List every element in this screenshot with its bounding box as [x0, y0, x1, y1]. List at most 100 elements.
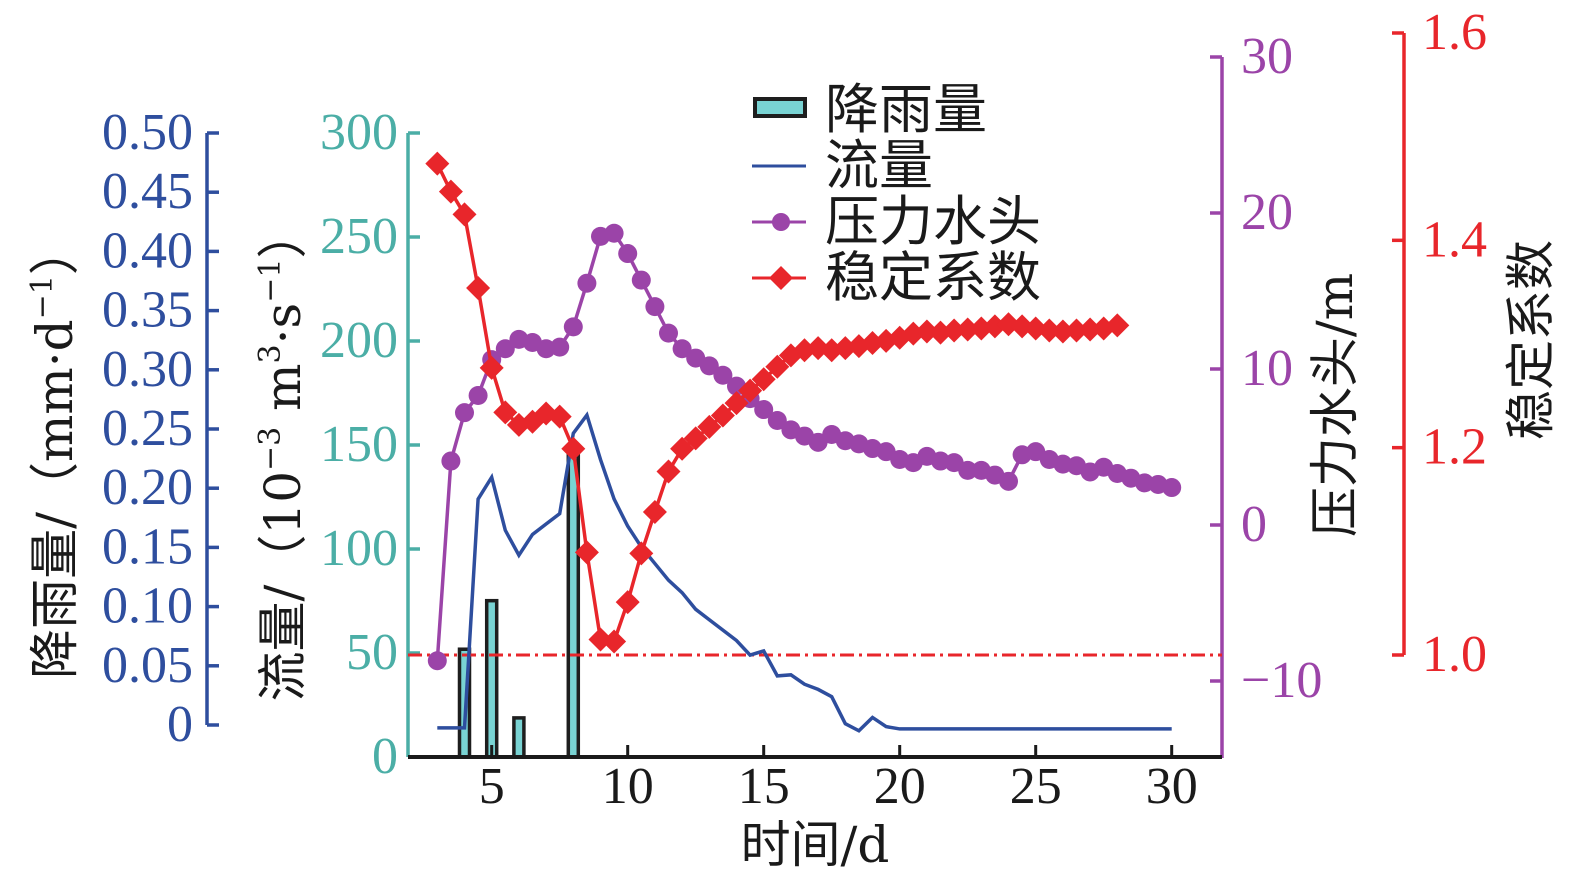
rainfall-tick-label: 0.25 — [102, 400, 193, 457]
stability-point — [683, 426, 708, 451]
head-tick-label: 30 — [1241, 28, 1293, 85]
head-point — [604, 223, 624, 243]
head-point — [754, 400, 774, 420]
stability-point — [751, 367, 776, 392]
head-point — [427, 651, 447, 671]
stability-point — [615, 590, 640, 615]
legend-label-flow: 流量 — [825, 134, 933, 197]
head-point — [672, 339, 692, 359]
head-point — [441, 451, 461, 471]
head-tick-label: −10 — [1241, 652, 1322, 709]
stability-point — [493, 400, 518, 425]
stability-point — [656, 459, 681, 484]
stability-point — [547, 404, 572, 429]
rainfall-tick-label: 0.10 — [102, 578, 193, 635]
head-point — [1162, 478, 1182, 498]
flow-axis-title-close: ） — [254, 209, 312, 259]
stability-point — [438, 179, 463, 204]
stability-point — [710, 403, 735, 428]
head-point — [631, 270, 651, 290]
x-tick-label: 5 — [479, 758, 505, 815]
x-axis — [408, 745, 1222, 759]
stability-point — [629, 541, 654, 566]
flow-tick-label: 300 — [320, 104, 398, 161]
legend-item-rainfall: 降雨量 — [753, 78, 987, 141]
flow-axis-title-text: 流量/（10 — [254, 471, 312, 701]
legend-item-head: 压力水头 — [752, 190, 1041, 253]
legend-label-head: 压力水头 — [825, 190, 1041, 253]
stability-point — [955, 317, 980, 342]
head-point — [495, 339, 515, 359]
stability-point — [479, 355, 504, 380]
head-tick-label: 0 — [1241, 496, 1267, 553]
x-axis-title: 时间/d — [741, 816, 890, 874]
flow-axis-title-unit-s: ·s — [254, 303, 312, 345]
rainfall-tick-label: 0.15 — [102, 518, 193, 575]
rainfall-axis-title-sup: −1 — [25, 275, 60, 319]
head-point — [767, 410, 787, 430]
flow-axis-title-unit-m: m — [254, 363, 312, 426]
rainfall-axis-title-close: ） — [26, 225, 84, 275]
stability-point — [765, 354, 790, 379]
stability-tick-label: 1.4 — [1422, 211, 1487, 268]
stability-point — [942, 318, 967, 343]
head-point — [713, 365, 733, 385]
flow-tick-label: 0 — [372, 728, 398, 785]
stability-point — [738, 378, 763, 403]
stability-point — [724, 391, 749, 416]
y-axes-layer — [205, 31, 1406, 759]
flow-tick-label: 150 — [320, 416, 398, 473]
stability-point — [452, 202, 477, 227]
head-point — [550, 337, 570, 357]
legend-diamond-marker-icon — [769, 266, 793, 290]
head-point — [618, 244, 638, 264]
rainfall-tick-label: 0.30 — [102, 341, 193, 398]
rainfall-axis-title: 降雨量/（mm·d−1） — [25, 225, 84, 679]
flow-tick-label: 100 — [320, 520, 398, 577]
x-tick-label: 30 — [1146, 758, 1198, 815]
stability-point — [602, 629, 627, 654]
flow-axis-title-sup: −3 — [253, 427, 288, 471]
stability-point — [1037, 318, 1062, 343]
stability-point — [914, 319, 939, 344]
x-tick-label: 15 — [738, 758, 790, 815]
rainfall-axis-title-text: 降雨量/（mm·d — [26, 319, 84, 679]
rainfall-tick-label: 0.35 — [102, 282, 193, 339]
rainfall-tick-label: 0.05 — [102, 637, 193, 694]
rainfall-tick-label: 0 — [167, 696, 193, 753]
stability-point — [466, 276, 491, 301]
stability-point — [642, 499, 667, 524]
flow-line — [437, 411, 1172, 733]
rainfall-tick-label: 0.20 — [102, 459, 193, 516]
rainfall-tick-label: 0.45 — [102, 163, 193, 220]
stability-point — [425, 151, 450, 176]
stability-point — [1078, 317, 1103, 342]
flow-axis-title-sup: −1 — [253, 259, 288, 303]
head-point — [659, 323, 678, 343]
tick-labels-layer: 00.050.100.150.200.250.300.350.400.450.5… — [102, 4, 1487, 815]
stability-point — [1064, 318, 1089, 343]
legend-item-stability: 稳定系数 — [752, 246, 1041, 309]
rainfall-bar — [512, 716, 526, 759]
x-tick-label: 20 — [874, 758, 926, 815]
flow-series — [437, 411, 1172, 733]
head-point — [563, 317, 583, 337]
legend-circle-marker-icon — [772, 213, 790, 231]
stability-point — [561, 436, 586, 461]
stability-point — [574, 540, 599, 565]
stability-tick-label: 1.6 — [1422, 4, 1487, 61]
x-tick-label: 25 — [1010, 758, 1062, 815]
rainfall-bar — [566, 450, 581, 759]
stability-axis-title: 稳定系数 — [1502, 240, 1560, 440]
head-point — [958, 460, 978, 480]
legend: 降雨量 流量 压力水头 稳定系数 — [752, 78, 1041, 309]
head-point — [999, 471, 1018, 491]
stability-point — [1105, 313, 1130, 338]
head-point — [455, 403, 474, 423]
head-tick-label: 20 — [1241, 184, 1293, 241]
stability-tick-label: 1.2 — [1422, 419, 1487, 476]
rainfall-bar — [484, 598, 499, 759]
legend-label-rainfall: 降雨量 — [825, 78, 987, 141]
flow-tick-label: 250 — [320, 208, 398, 265]
stability-point — [1050, 319, 1075, 344]
